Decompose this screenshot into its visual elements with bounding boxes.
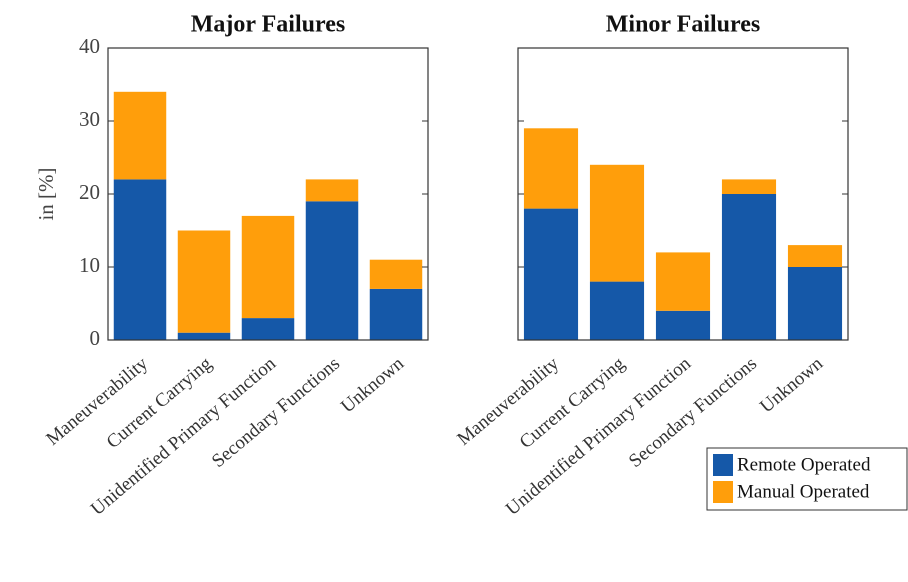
bar-segment <box>589 164 645 282</box>
bar-segment <box>369 259 423 289</box>
bar-segment <box>305 179 359 202</box>
bar-segment <box>787 267 843 340</box>
legend-swatch <box>713 481 733 503</box>
bar-segment <box>589 281 645 340</box>
bar-segment <box>721 179 777 194</box>
bar-segment <box>655 310 711 340</box>
bar-segment <box>113 179 167 340</box>
x-tick-label: Unknown <box>756 353 827 418</box>
legend-label: Remote Operated <box>737 454 871 475</box>
chart-title: Minor Failures <box>606 12 760 38</box>
x-tick-label: Unknown <box>337 353 408 418</box>
y-axis-label: in [%] <box>34 167 58 220</box>
bar-segment <box>721 194 777 340</box>
plot-frame <box>517 47 849 341</box>
plot-frame <box>107 47 429 341</box>
bar-segment <box>113 91 167 180</box>
bar-segment <box>177 230 231 333</box>
y-label-group: in [%] <box>34 167 58 220</box>
y-tick-label: 0 <box>90 326 101 350</box>
bar-segment <box>241 318 295 340</box>
x-tick-group: Unknown <box>756 353 827 418</box>
legend-swatch <box>713 454 733 476</box>
bar-segment <box>655 252 711 311</box>
legend-label: Manual Operated <box>737 481 870 502</box>
bar-segment <box>523 128 579 209</box>
chart-title: Major Failures <box>191 12 345 38</box>
bar-segment <box>787 245 843 267</box>
bar-segment <box>177 332 231 340</box>
y-tick-label: 10 <box>79 253 100 277</box>
bar-segment <box>241 215 295 319</box>
bar-segment <box>523 208 579 340</box>
bar-segment <box>369 288 423 340</box>
y-tick-label: 40 <box>79 34 100 58</box>
y-tick-label: 20 <box>79 180 100 204</box>
y-tick-label: 30 <box>79 107 100 131</box>
legend-box <box>706 447 908 511</box>
x-tick-group: Unknown <box>337 353 408 418</box>
bar-segment <box>305 201 359 340</box>
